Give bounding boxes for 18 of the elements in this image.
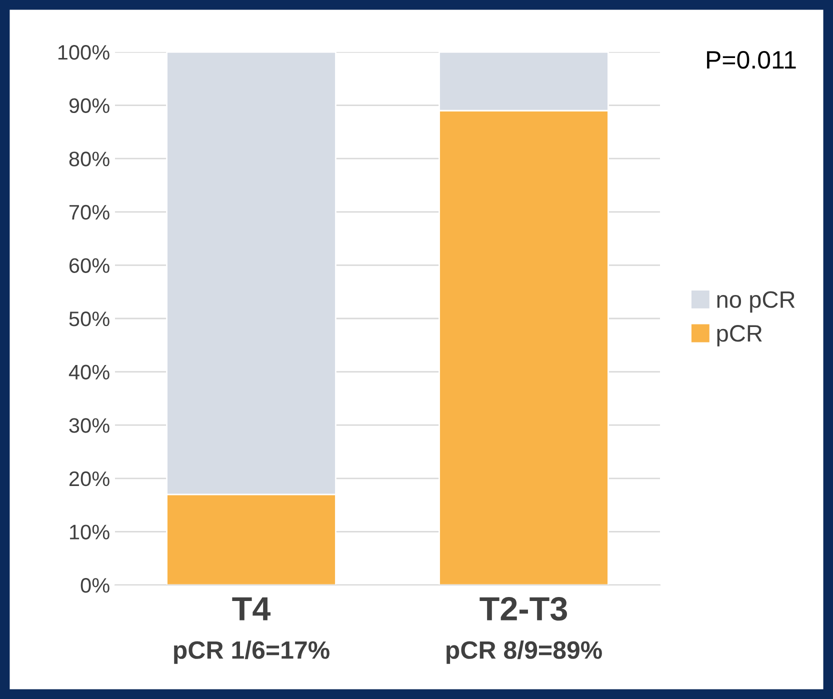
y-tick-label: 50%	[69, 312, 110, 326]
y-tick-label: 100%	[58, 45, 110, 60]
y-tick-label: 10%	[70, 524, 110, 540]
x-tick-label: T2-T3	[480, 596, 567, 621]
y-tick-label: 60%	[70, 258, 110, 273]
x-tick-label: T4	[232, 597, 271, 620]
y-tick-label: 90%	[69, 98, 110, 114]
y-tick-label: 40%	[68, 364, 110, 380]
y-tick-label: 30%	[69, 418, 110, 433]
text: pCR 8/9=89%	[446, 640, 602, 664]
y-tick-label: 80%	[69, 152, 110, 166]
legend-label: pCR	[717, 325, 762, 346]
y-tick-label: 0%	[80, 578, 110, 593]
y-tick-label: 20%	[69, 471, 110, 486]
text: P=0.011	[707, 51, 796, 69]
y-tick-label: 70%	[70, 204, 110, 220]
legend-label: no pCR	[717, 291, 795, 313]
text: pCR 1/6=17%	[174, 640, 330, 664]
